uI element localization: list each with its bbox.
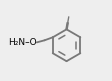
Text: H₂N–O: H₂N–O bbox=[8, 38, 37, 47]
